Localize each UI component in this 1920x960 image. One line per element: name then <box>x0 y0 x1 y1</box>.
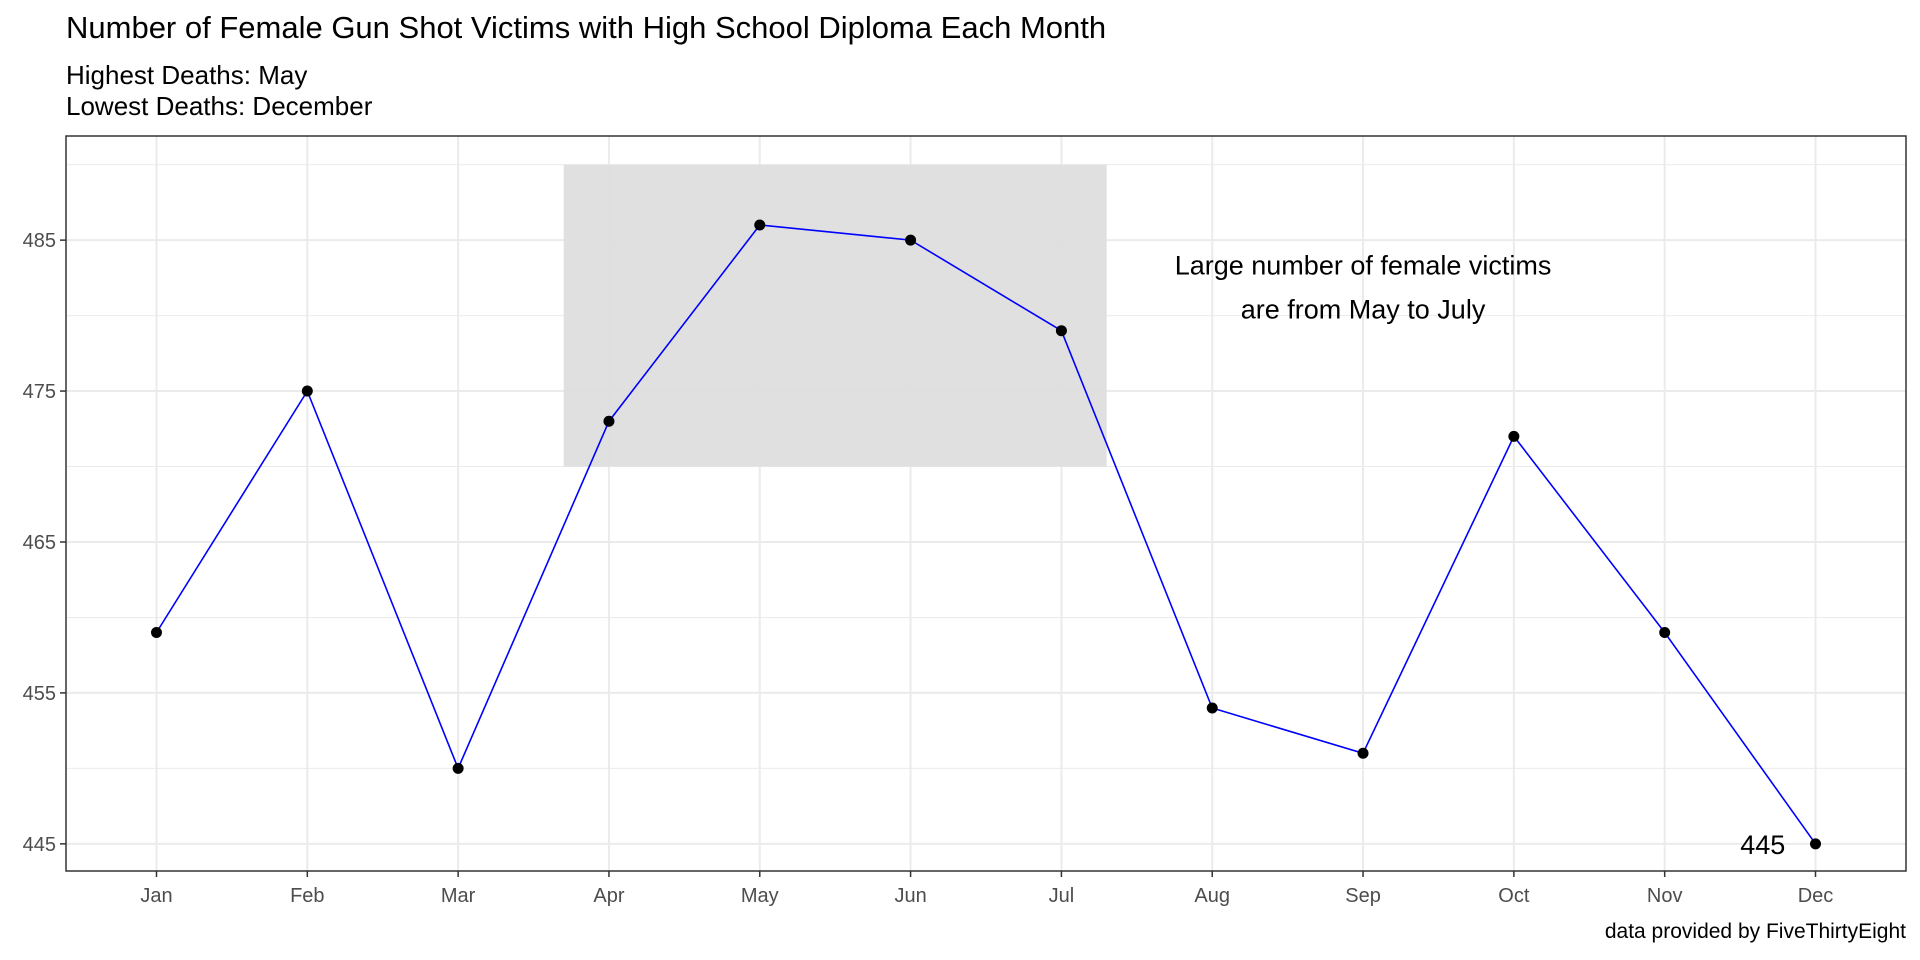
x-tick-label-mar: Mar <box>441 885 476 907</box>
x-tick-label-aug: Aug <box>1194 885 1230 907</box>
x-tick-label-jan: Jan <box>140 885 172 907</box>
data-point-mar <box>452 762 464 774</box>
subtitle-line-highest: Highest Deaths: May <box>66 60 308 90</box>
series-line <box>155 224 1817 845</box>
y-tick-label: 485 <box>23 230 56 252</box>
data-point-aug <box>1206 702 1218 714</box>
data-point-sep <box>1357 747 1369 759</box>
x-tick-label-apr: Apr <box>593 885 624 907</box>
data-point-apr <box>603 415 615 427</box>
highlight-rect-may-july <box>563 164 1107 467</box>
x-tick-label-oct: Oct <box>1498 885 1530 907</box>
x-tick-label-jul: Jul <box>1049 885 1075 907</box>
data-point-jul <box>1055 325 1067 337</box>
data-point-may <box>754 219 766 231</box>
data-point-feb <box>301 385 313 397</box>
x-tick-label-may: May <box>741 885 779 907</box>
value-label-dec: 445 <box>1740 830 1785 860</box>
data-point-nov <box>1659 627 1671 639</box>
annotation-line-1: Large number of female victims <box>1175 250 1552 280</box>
x-tick-label-dec: Dec <box>1798 885 1834 907</box>
x-tick-label-feb: Feb <box>290 885 324 907</box>
plot-panel-border <box>65 135 1907 872</box>
x-tick-label-jun: Jun <box>894 885 926 907</box>
y-tick-label: 445 <box>23 834 56 856</box>
chart-title: Number of Female Gun Shot Victims with H… <box>66 10 1107 45</box>
chart-subtitle: Highest Deaths: May Lowest Deaths: Decem… <box>66 60 372 122</box>
data-point-oct <box>1508 430 1520 442</box>
data-point-dec <box>1810 838 1822 850</box>
subtitle-line-lowest: Lowest Deaths: December <box>66 91 373 121</box>
data-point-jan <box>150 627 162 639</box>
y-tick-label: 465 <box>23 532 56 554</box>
x-tick-label-nov: Nov <box>1647 885 1683 907</box>
chart-caption: data provided by FiveThirtyEight <box>1604 920 1906 943</box>
x-tick-label-sep: Sep <box>1345 885 1381 907</box>
data-point-jun <box>905 234 917 246</box>
y-tick-label: 475 <box>23 381 56 403</box>
annotation-line-2: are from May to July <box>1241 294 1486 324</box>
y-tick-label: 455 <box>23 683 56 705</box>
